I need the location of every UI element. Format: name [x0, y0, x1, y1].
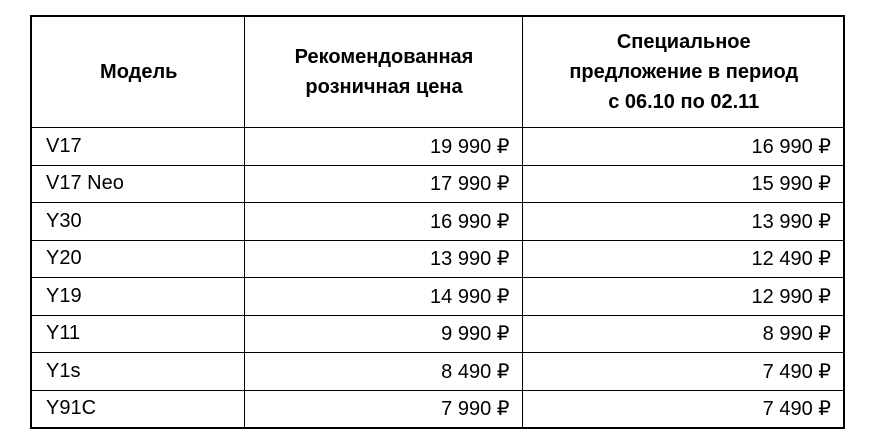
price-cell: 14 990 ₽ [243, 277, 523, 316]
header-cell: Специальное предложение в период с 06.10 п… [521, 15, 845, 128]
model-cell: Y1s [30, 352, 245, 391]
header-cell: Модель [30, 15, 245, 128]
price-cell: 8 990 ₽ [521, 314, 845, 353]
model-cell: Y30 [30, 202, 245, 241]
model-cell: Y20 [30, 239, 245, 278]
table-row: V17 Neo 17 990 ₽15 990 ₽ [30, 164, 845, 203]
model-cell: Y11 [30, 314, 245, 353]
table-row: Y11 9 990 ₽8 990 ₽ [30, 314, 845, 353]
model-cell: Y91C [30, 389, 245, 429]
table-row: V17 19 990 ₽16 990 ₽ [30, 127, 845, 166]
model-cell: V17 Neo [30, 164, 245, 203]
header-line: Специальное [616, 31, 751, 53]
header-line: Модель [100, 61, 178, 83]
price-cell: 12 990 ₽ [521, 277, 845, 316]
table-row: Y30 16 990 ₽13 990 ₽ [30, 202, 845, 241]
price-cell: 7 490 ₽ [521, 389, 845, 429]
price-cell: 16 990 ₽ [521, 127, 845, 166]
header-cell: Рекомендованная розничная цена [243, 15, 523, 128]
header-line: предложение в период [569, 61, 799, 83]
price-cell: 7 990 ₽ [243, 389, 523, 429]
price-cell: 15 990 ₽ [521, 164, 845, 203]
table-row: Y91C 7 990 ₽7 490 ₽ [30, 389, 845, 429]
price-table: Модель Рекомендованная розничная цена Специ… [30, 15, 845, 429]
price-cell: 19 990 ₽ [243, 127, 523, 166]
price-cell: 17 990 ₽ [243, 164, 523, 203]
price-cell: 12 490 ₽ [521, 239, 845, 278]
price-cell: 8 490 ₽ [243, 352, 523, 391]
header-row: Модель Рекомендованная розничная цена Специ… [30, 15, 845, 128]
header-line: Рекомендованная [294, 46, 474, 68]
table-row: Y1s 8 490 ₽7 490 ₽ [30, 352, 845, 391]
table-row: Y19 14 990 ₽12 990 ₽ [30, 277, 845, 316]
price-cell: 13 990 ₽ [243, 239, 523, 278]
header-line: с 06.10 по 02.11 [608, 91, 760, 113]
price-cell: 7 490 ₽ [521, 352, 845, 391]
price-cell: 16 990 ₽ [243, 202, 523, 241]
model-cell: V17 [30, 127, 245, 166]
table-row: Y20 13 990 ₽12 490 ₽ [30, 239, 845, 278]
model-cell: Y19 [30, 277, 245, 316]
price-cell: 13 990 ₽ [521, 202, 845, 241]
table-body: V17 19 990 ₽16 990 ₽ V17 Neo 17 990 ₽15 990… [30, 127, 845, 429]
header-line: розничная цена [305, 76, 463, 98]
price-cell: 9 990 ₽ [243, 314, 523, 353]
